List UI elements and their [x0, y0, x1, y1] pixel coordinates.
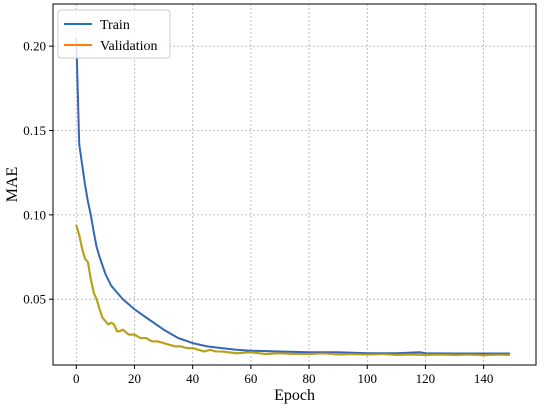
y-tick-label: 0.20 [23, 39, 46, 54]
x-tick-label: 20 [128, 371, 141, 386]
x-tick-label: 80 [303, 371, 316, 386]
legend: Train Validation [57, 9, 171, 59]
x-tick-label: 0 [73, 371, 80, 386]
y-axis-title: MAE [4, 167, 21, 203]
x-tick-label: 40 [186, 371, 199, 386]
series-layer [75, 37, 510, 357]
series-line-validation-overlay [75, 224, 510, 357]
y-tick-label: 0.05 [23, 292, 46, 307]
series-line-train [75, 37, 510, 355]
x-tick-label: 120 [416, 371, 436, 386]
x-tick-label: 60 [244, 371, 257, 386]
legend-label-validation: Validation [100, 39, 158, 54]
plot-frame [52, 3, 537, 366]
series-line-train-overlay [75, 37, 510, 355]
y-tick-label: 0.15 [23, 123, 46, 138]
x-axis-title: Epoch [274, 387, 315, 404]
y-tick-label: 0.10 [23, 207, 46, 222]
x-tick-label: 140 [474, 371, 494, 386]
ticks: 0 20 40 60 80 100 120 140 0.05 0.10 0.15 0.20 [23, 39, 493, 386]
series-line-validation [75, 224, 510, 357]
x-tick-label: 100 [357, 371, 377, 386]
legend-label-train: Train [100, 18, 130, 33]
